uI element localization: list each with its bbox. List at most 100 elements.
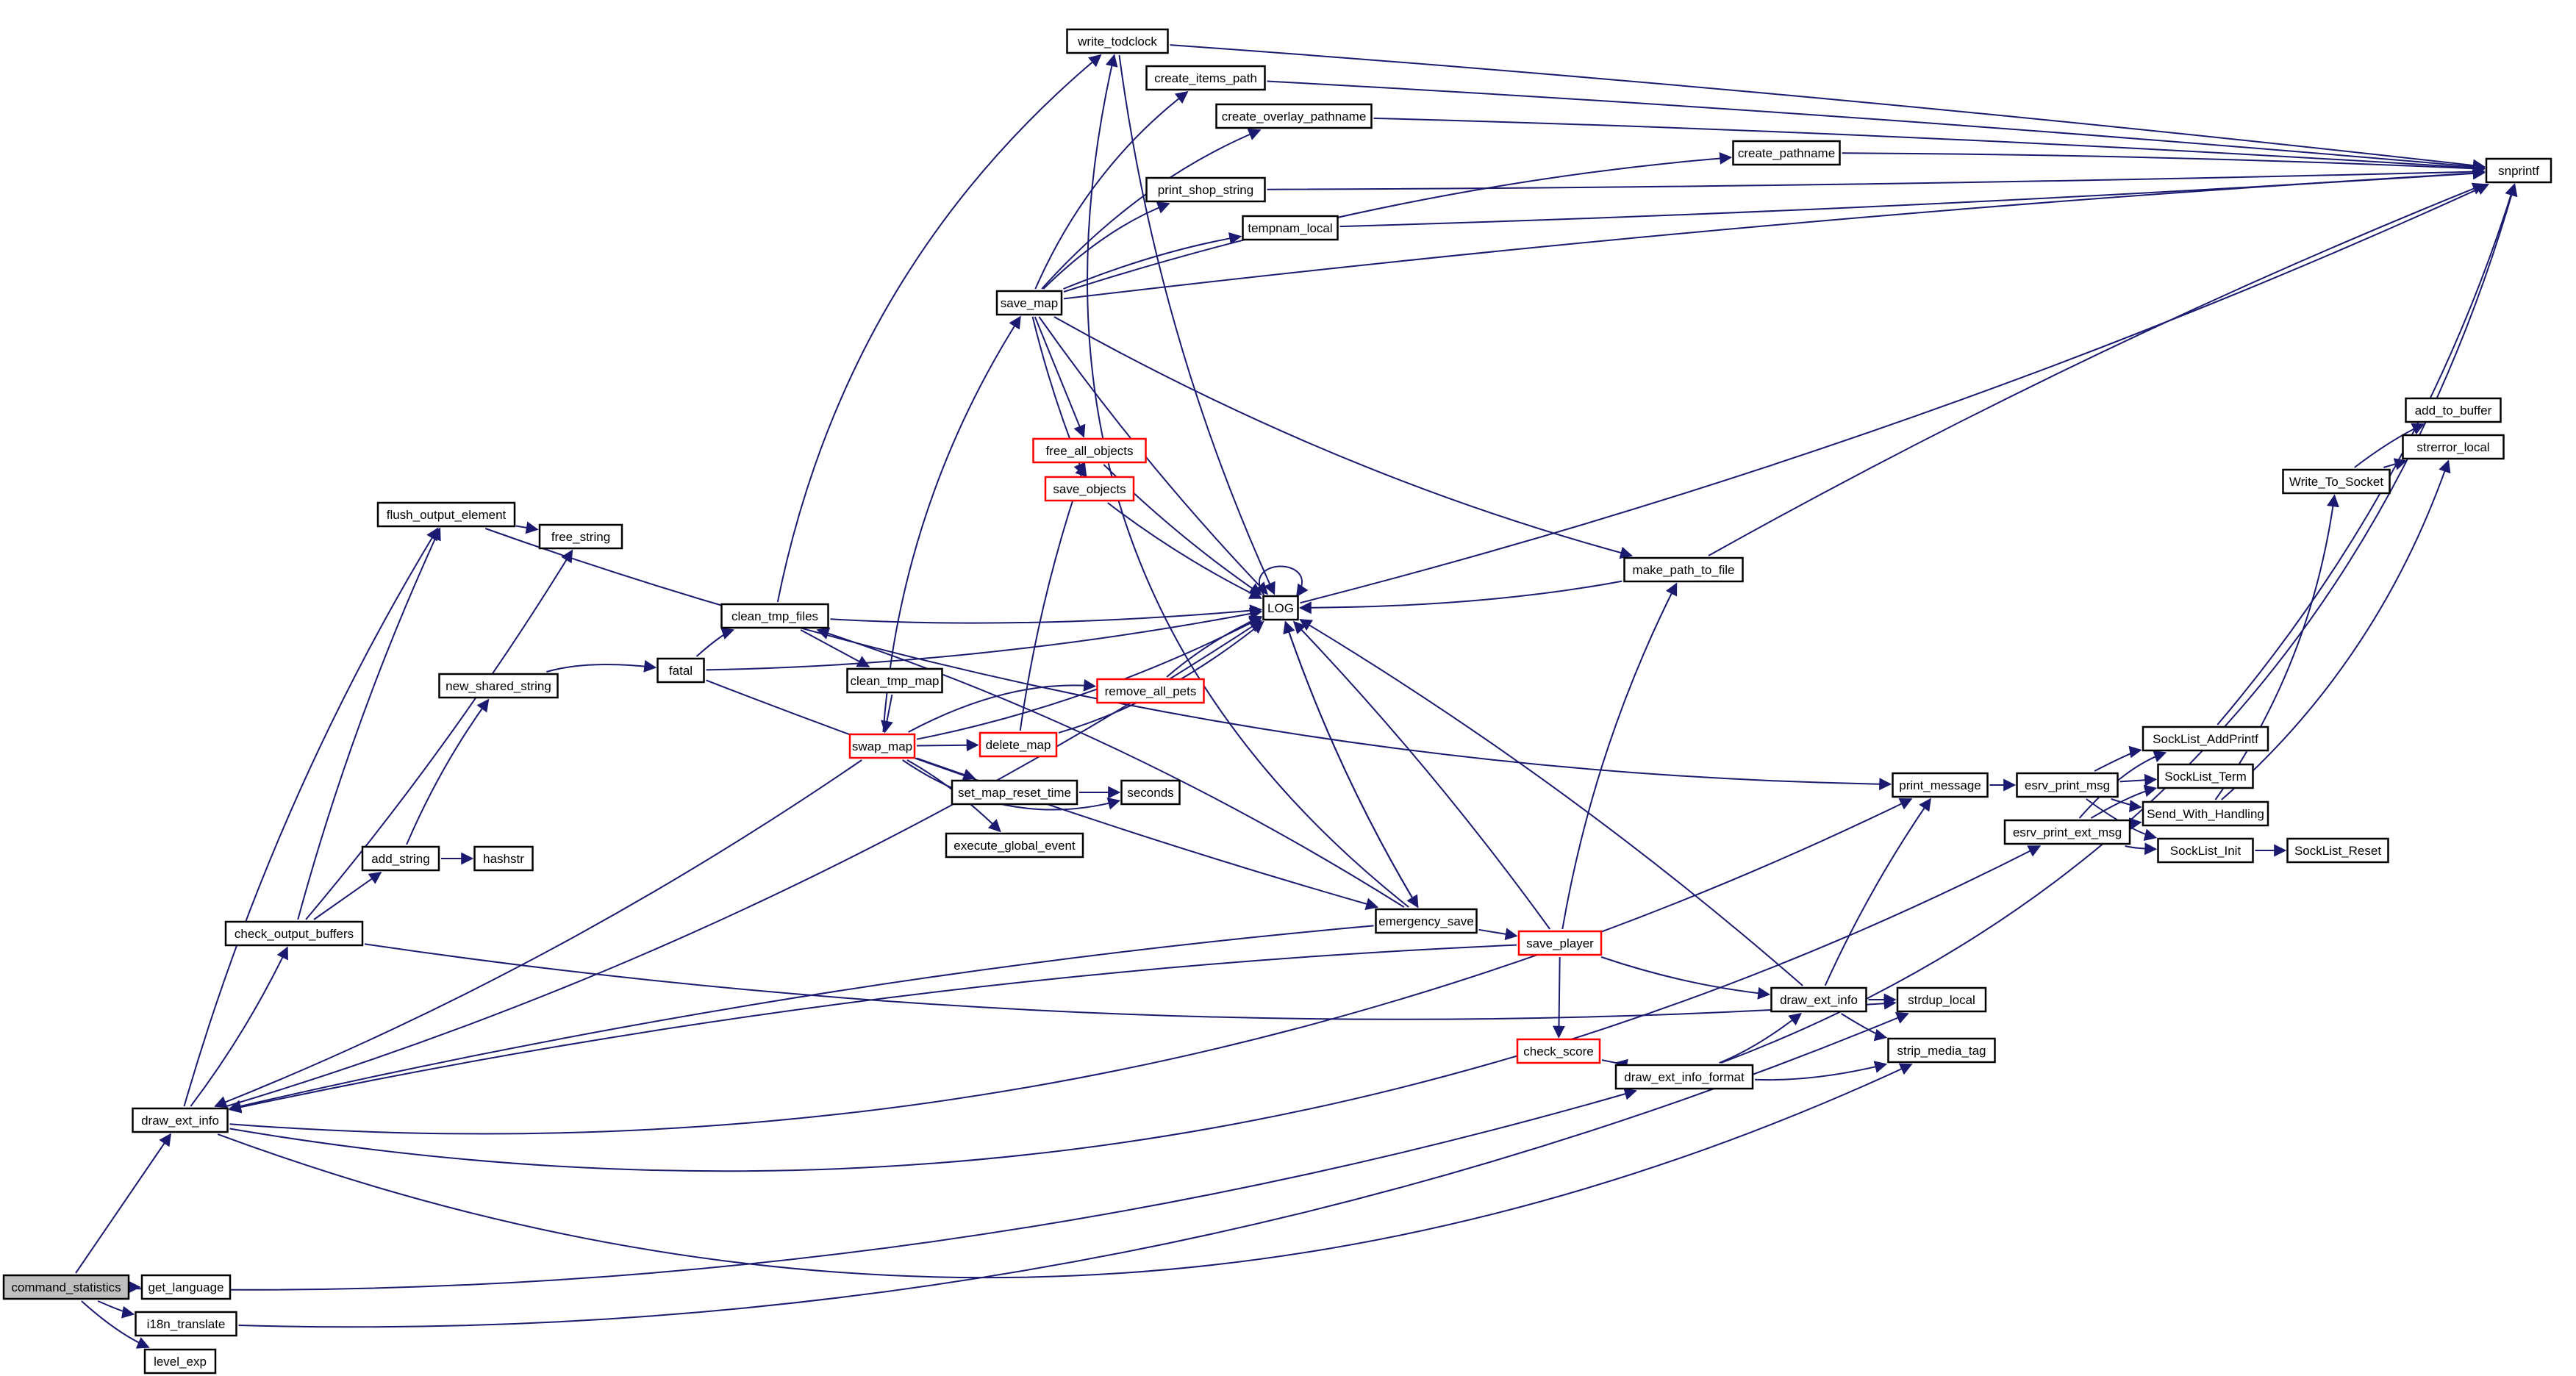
graph-node-save_objects[interactable]: save_objects	[1044, 476, 1135, 502]
graph-node-strdup_local[interactable]: strdup_local	[1896, 986, 1987, 1013]
node-box-free_string[interactable]	[538, 523, 623, 550]
graph-node-Write_To_Socket[interactable]: Write_To_Socket	[2282, 468, 2391, 495]
node-box-flush_output_element[interactable]	[376, 501, 516, 528]
graph-node-add_string[interactable]: add_string	[361, 845, 440, 872]
graph-node-esrv_print_ext_msg[interactable]: esrv_print_ext_msg	[2003, 819, 2131, 845]
graph-node-print_shop_string[interactable]: print_shop_string	[1145, 176, 1266, 203]
graph-node-save_map[interactable]: save_map	[995, 290, 1063, 316]
node-box-print_message[interactable]	[1892, 772, 1989, 798]
graph-node-check_output_buffers[interactable]: check_output_buffers	[224, 920, 364, 947]
graph-node-create_overlay_pathname[interactable]: create_overlay_pathname	[1215, 103, 1373, 129]
node-box-LOG[interactable]	[1262, 595, 1299, 621]
graph-node-strip_media_tag[interactable]: strip_media_tag	[1887, 1037, 1996, 1064]
graph-node-draw_ext_info_r[interactable]: draw_ext_info	[1770, 986, 1867, 1013]
node-box-Write_To_Socket[interactable]	[2282, 468, 2391, 495]
node-box-strip_media_tag[interactable]	[1887, 1037, 1996, 1064]
graph-node-i18n_translate[interactable]: i18n_translate	[135, 1311, 237, 1337]
graph-node-remove_all_pets[interactable]: remove_all_pets	[1096, 678, 1205, 704]
graph-node-add_to_buffer[interactable]: add_to_buffer	[2405, 397, 2502, 423]
node-box-SockList_Init[interactable]	[2157, 837, 2254, 864]
node-box-draw_ext_info_r[interactable]	[1770, 986, 1867, 1013]
graph-node-hashstr[interactable]: hashstr	[473, 845, 534, 872]
graph-node-free_string[interactable]: free_string	[538, 523, 623, 550]
graph-node-command_statistics[interactable]: command_statistics	[2, 1274, 130, 1300]
node-box-SockList_Term[interactable]	[2157, 763, 2254, 789]
node-box-clean_tmp_map[interactable]	[846, 667, 943, 694]
graph-node-snprintf[interactable]: snprintf	[2485, 157, 2552, 184]
node-box-command_statistics[interactable]	[2, 1274, 130, 1300]
node-box-swap_map[interactable]	[848, 733, 916, 759]
graph-node-make_path_to_file[interactable]: make_path_to_file	[1623, 556, 1744, 583]
graph-node-check_score[interactable]: check_score	[1516, 1038, 1601, 1064]
graph-node-swap_map[interactable]: swap_map	[848, 733, 916, 759]
graph-node-draw_ext_info_l[interactable]: draw_ext_info	[132, 1107, 229, 1133]
node-box-check_output_buffers[interactable]	[224, 920, 364, 947]
graph-node-LOG[interactable]: LOG	[1262, 595, 1299, 621]
graph-node-execute_global_event[interactable]: execute_global_event	[945, 832, 1084, 859]
node-box-tempnam_local[interactable]	[1242, 215, 1339, 241]
graph-node-save_player[interactable]: save_player	[1517, 930, 1603, 956]
node-box-strerror_local[interactable]	[2402, 434, 2505, 460]
graph-node-SockList_Reset[interactable]: SockList_Reset	[2286, 837, 2389, 864]
node-box-save_player[interactable]	[1517, 930, 1603, 956]
graph-node-esrv_print_msg[interactable]: esrv_print_msg	[2016, 772, 2119, 798]
node-box-add_string[interactable]	[361, 845, 440, 872]
graph-node-create_items_path[interactable]: create_items_path	[1145, 65, 1266, 91]
graph-node-free_all_objects[interactable]: free_all_objects	[1032, 437, 1147, 464]
graph-node-set_map_reset_time[interactable]: set_map_reset_time	[951, 779, 1078, 806]
node-box-remove_all_pets[interactable]	[1096, 678, 1205, 704]
graph-node-SockList_AddPrintf[interactable]: SockList_AddPrintf	[2142, 725, 2269, 752]
graph-node-flush_output_element[interactable]: flush_output_element	[376, 501, 516, 528]
node-box-create_pathname[interactable]	[1732, 140, 1841, 166]
graph-node-SockList_Term[interactable]: SockList_Term	[2157, 763, 2254, 789]
graph-node-level_exp[interactable]: level_exp	[143, 1348, 217, 1375]
node-box-hashstr[interactable]	[473, 845, 534, 872]
graph-node-SockList_Init[interactable]: SockList_Init	[2157, 837, 2254, 864]
node-box-write_todclock[interactable]	[1066, 28, 1169, 54]
node-box-get_language[interactable]	[140, 1274, 232, 1300]
node-box-i18n_translate[interactable]	[135, 1311, 237, 1337]
node-box-clean_tmp_files[interactable]	[720, 603, 829, 629]
node-box-check_score[interactable]	[1516, 1038, 1601, 1064]
graph-node-write_todclock[interactable]: write_todclock	[1066, 28, 1169, 54]
node-box-emergency_save[interactable]	[1375, 908, 1478, 934]
graph-node-seconds[interactable]: seconds	[1120, 779, 1181, 806]
node-box-set_map_reset_time[interactable]	[951, 779, 1078, 806]
graph-node-strerror_local[interactable]: strerror_local	[2402, 434, 2505, 460]
node-box-delete_map[interactable]	[978, 731, 1058, 758]
graph-node-tempnam_local[interactable]: tempnam_local	[1242, 215, 1339, 241]
graph-node-emergency_save[interactable]: emergency_save	[1375, 908, 1478, 934]
node-box-fatal[interactable]	[656, 657, 705, 684]
node-box-execute_global_event[interactable]	[945, 832, 1084, 859]
node-box-print_shop_string[interactable]	[1145, 176, 1266, 203]
node-box-free_all_objects[interactable]	[1032, 437, 1147, 464]
graph-node-create_pathname[interactable]: create_pathname	[1732, 140, 1841, 166]
node-box-make_path_to_file[interactable]	[1623, 556, 1744, 583]
node-box-save_objects[interactable]	[1044, 476, 1135, 502]
node-box-create_overlay_pathname[interactable]	[1215, 103, 1373, 129]
graph-node-print_message[interactable]: print_message	[1892, 772, 1989, 798]
node-box-new_shared_string[interactable]	[438, 673, 559, 699]
node-box-add_to_buffer[interactable]	[2405, 397, 2502, 423]
graph-node-get_language[interactable]: get_language	[140, 1274, 232, 1300]
graph-node-clean_tmp_files[interactable]: clean_tmp_files	[720, 603, 829, 629]
node-box-snprintf[interactable]	[2485, 157, 2552, 184]
node-box-SockList_AddPrintf[interactable]	[2142, 725, 2269, 752]
graph-node-fatal[interactable]: fatal	[656, 657, 705, 684]
node-box-esrv_print_ext_msg[interactable]	[2003, 819, 2131, 845]
node-box-save_map[interactable]	[995, 290, 1063, 316]
graph-node-draw_ext_info_format[interactable]: draw_ext_info_format	[1614, 1064, 1754, 1090]
node-box-draw_ext_info_l[interactable]	[132, 1107, 229, 1133]
graph-node-delete_map[interactable]: delete_map	[978, 731, 1058, 758]
node-box-esrv_print_msg[interactable]	[2016, 772, 2119, 798]
graph-node-new_shared_string[interactable]: new_shared_string	[438, 673, 559, 699]
node-box-SockList_Reset[interactable]	[2286, 837, 2389, 864]
node-box-Send_With_Handling[interactable]	[2142, 800, 2269, 827]
graph-node-clean_tmp_map[interactable]: clean_tmp_map	[846, 667, 943, 694]
node-box-draw_ext_info_format[interactable]	[1614, 1064, 1754, 1090]
node-box-create_items_path[interactable]	[1145, 65, 1266, 91]
graph-node-Send_With_Handling[interactable]: Send_With_Handling	[2142, 800, 2269, 827]
node-box-level_exp[interactable]	[143, 1348, 217, 1375]
node-box-seconds[interactable]	[1120, 779, 1181, 806]
node-box-strdup_local[interactable]	[1896, 986, 1987, 1013]
